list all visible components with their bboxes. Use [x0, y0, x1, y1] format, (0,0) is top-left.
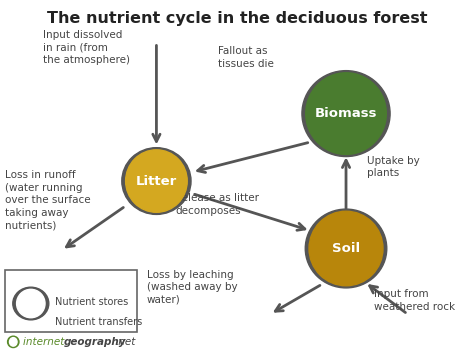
- Text: Uptake by
plants: Uptake by plants: [367, 155, 420, 178]
- Text: The nutrient cycle in the deciduous forest: The nutrient cycle in the deciduous fore…: [47, 11, 427, 26]
- Ellipse shape: [122, 148, 191, 214]
- Text: Release as litter
decomposes: Release as litter decomposes: [175, 193, 259, 216]
- Ellipse shape: [302, 71, 390, 157]
- Text: Input from
weathered rock: Input from weathered rock: [374, 289, 456, 312]
- Text: Input dissolved
in rain (from
the atmosphere): Input dissolved in rain (from the atmosp…: [43, 30, 130, 65]
- Text: .net: .net: [115, 337, 136, 347]
- Ellipse shape: [305, 209, 387, 288]
- Ellipse shape: [13, 287, 49, 320]
- Text: Fallout as
tissues die: Fallout as tissues die: [218, 46, 274, 69]
- FancyBboxPatch shape: [5, 270, 137, 332]
- Ellipse shape: [9, 338, 17, 346]
- Text: Loss in runoff
(water running
over the surface
taking away
nutrients): Loss in runoff (water running over the s…: [5, 170, 91, 230]
- Text: geography: geography: [64, 337, 127, 347]
- Text: Litter: Litter: [136, 175, 177, 187]
- Text: internet: internet: [23, 337, 67, 347]
- Text: Nutrient transfers: Nutrient transfers: [55, 317, 142, 327]
- Text: Biomass: Biomass: [315, 107, 377, 120]
- Ellipse shape: [17, 289, 45, 318]
- Ellipse shape: [306, 73, 386, 154]
- Text: Loss by leaching
(washed away by
water): Loss by leaching (washed away by water): [147, 270, 237, 305]
- Ellipse shape: [309, 211, 383, 286]
- Ellipse shape: [126, 150, 187, 212]
- Text: Soil: Soil: [332, 242, 360, 255]
- Ellipse shape: [8, 336, 19, 348]
- Text: Nutrient stores: Nutrient stores: [55, 297, 128, 307]
